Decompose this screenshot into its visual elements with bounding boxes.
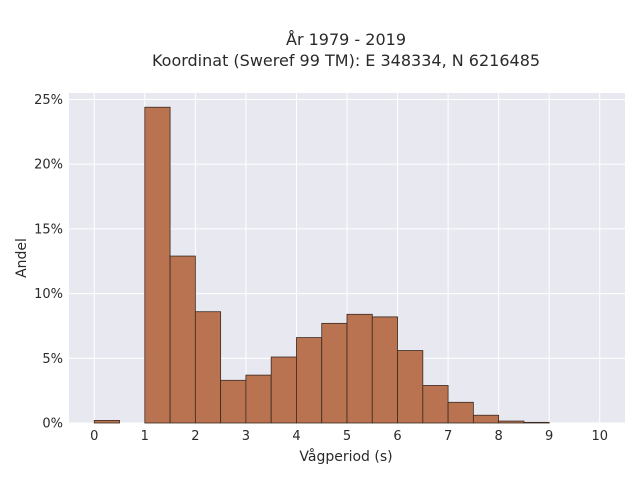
histogram-bar: [144, 106, 171, 424]
y-tick-label: 0%: [42, 417, 63, 432]
histogram-bar: [371, 316, 398, 424]
x-tick-label: 6: [393, 429, 401, 444]
histogram-bar: [245, 374, 272, 424]
x-tick-label: 9: [545, 429, 553, 444]
bars-layer: [93, 106, 550, 424]
histogram-bar: [523, 421, 550, 424]
histogram-bar: [93, 420, 120, 424]
x-tick-label: 10: [591, 429, 608, 444]
histogram-bar: [169, 255, 196, 424]
chart-title-line-2: Koordinat (Sweref 99 TM): E 348334, N 62…: [152, 51, 540, 70]
histogram-bar: [498, 420, 525, 424]
y-tick-label: 10%: [34, 287, 63, 302]
y-tick-label: 25%: [34, 93, 63, 108]
x-tick-label: 1: [141, 429, 149, 444]
y-axis-label: Andel: [14, 238, 30, 278]
x-tick-label: 5: [343, 429, 351, 444]
x-tick-label: 4: [292, 429, 300, 444]
histogram-bar: [397, 350, 424, 424]
histogram-bar: [194, 311, 222, 424]
x-tick-label: 2: [191, 429, 199, 444]
histogram-bar: [447, 401, 474, 424]
x-tick-label: 8: [494, 429, 502, 444]
histogram-bar: [220, 379, 247, 424]
x-axis-label: Vågperiod (s): [299, 448, 392, 465]
histogram-bar: [422, 385, 449, 424]
histogram-bar: [270, 356, 297, 424]
x-tick-label: 3: [242, 429, 250, 444]
y-tick-labels: 0% 5% 10% 15% 20% 25%: [34, 93, 63, 432]
histogram-bar: [472, 414, 500, 424]
x-tick-label: 7: [444, 429, 452, 444]
y-tick-label: 5%: [42, 352, 63, 367]
chart-title-line-1: År 1979 - 2019: [286, 30, 406, 49]
histogram-bar: [296, 337, 323, 424]
y-tick-label: 20%: [34, 158, 63, 173]
histogram-bar: [321, 322, 348, 424]
y-tick-label: 15%: [34, 222, 63, 237]
histogram-bar: [346, 313, 373, 424]
x-tick-label: 0: [90, 429, 98, 444]
x-tick-labels: 0 1 2 3 4 5 6 7 8 9 10: [90, 429, 608, 444]
